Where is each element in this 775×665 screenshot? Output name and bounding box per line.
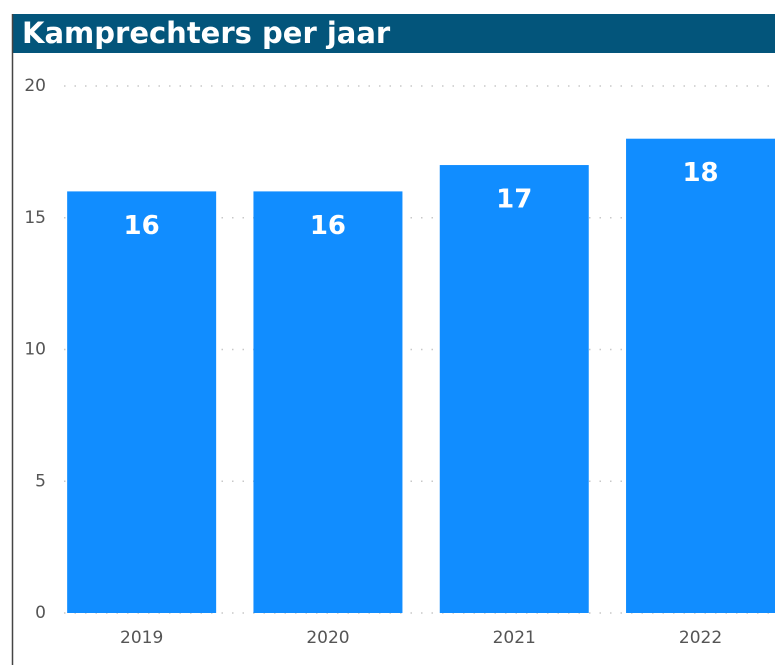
data-label: 18	[682, 158, 718, 188]
data-label: 16	[124, 211, 160, 241]
data-label: 16	[310, 211, 346, 241]
x-tick-label: 2019	[120, 628, 163, 648]
bar	[67, 191, 217, 613]
chart-title: Kamprechters per jaar	[22, 16, 391, 50]
y-tick-label: 20	[24, 76, 46, 96]
y-tick-label: 0	[35, 603, 46, 623]
y-tick-label: 5	[35, 471, 46, 491]
y-tick-label: 15	[24, 208, 46, 228]
data-label: 17	[496, 185, 532, 215]
title-bar	[12, 14, 775, 53]
x-tick-label: 2020	[306, 628, 349, 648]
x-tick-label: 2021	[493, 628, 536, 648]
bar	[439, 165, 589, 614]
bar	[253, 191, 403, 613]
y-tick-label: 10	[24, 340, 46, 360]
x-tick-label: 2022	[679, 628, 722, 648]
bar	[626, 138, 775, 613]
